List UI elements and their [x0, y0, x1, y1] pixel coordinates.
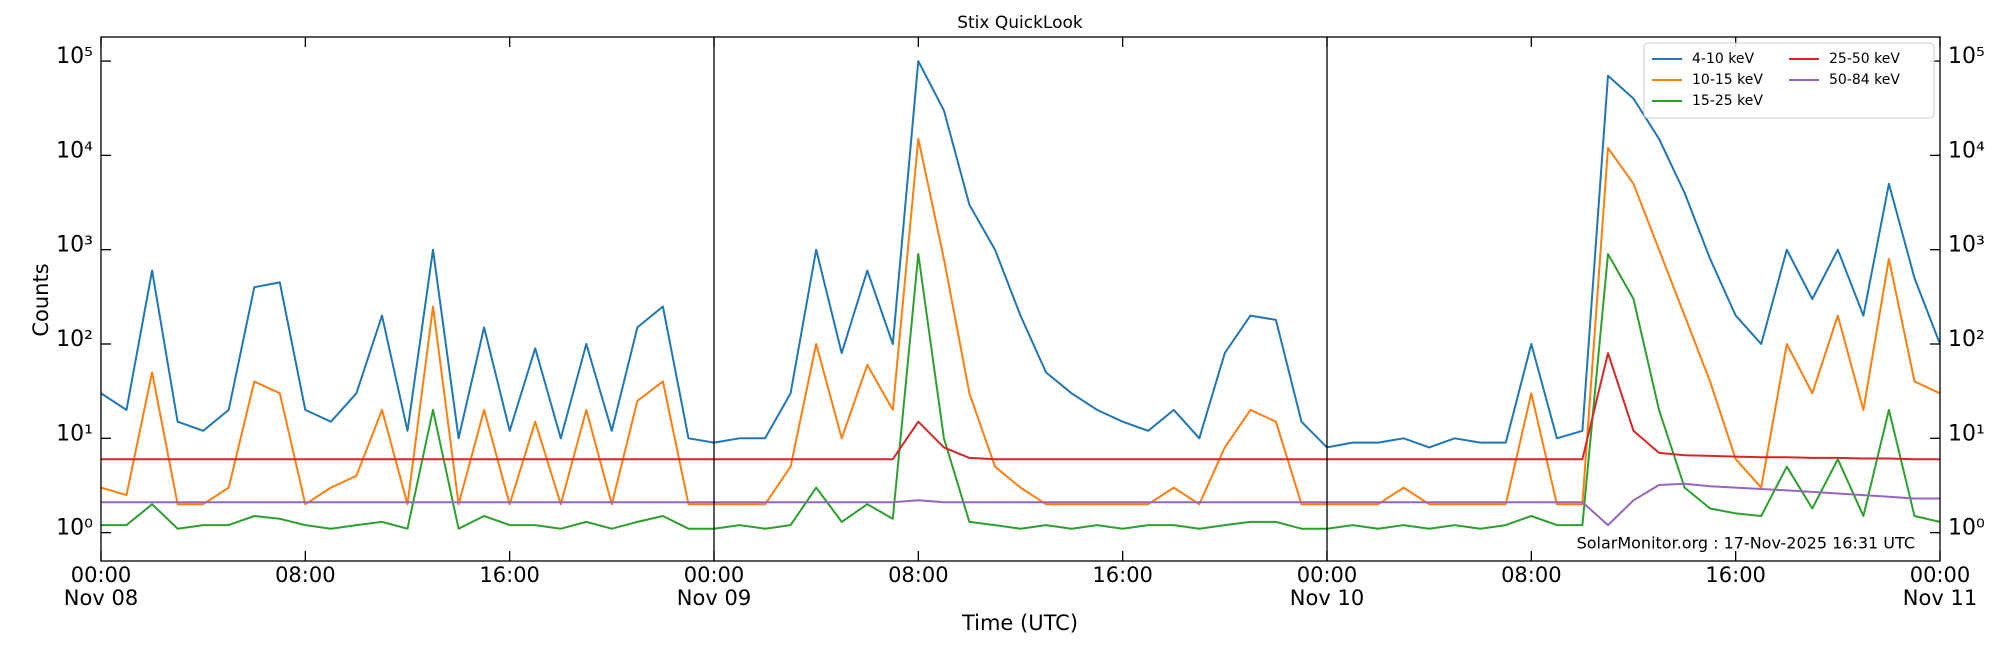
x-tick-label: 00:00: [1297, 563, 1358, 587]
y-axis-label: Counts: [29, 263, 53, 336]
x-tick-date: Nov 08: [64, 586, 138, 610]
x-tick-label: 00:00: [71, 563, 132, 587]
x-tick-label: 08:00: [1501, 563, 1562, 587]
y-tick-label-right: 10⁴: [1948, 138, 1985, 163]
x-tick-date: Nov 09: [677, 586, 751, 610]
y-tick-label: 10⁴: [56, 138, 93, 163]
x-tick-label: 00:00: [1910, 563, 1971, 587]
y-tick-label: 10⁵: [56, 44, 93, 69]
x-tick-label: 00:00: [684, 563, 745, 587]
legend-label: 25-50 keV: [1829, 51, 1900, 67]
y-tick-label-right: 10⁰: [1948, 516, 1985, 541]
x-axis-label: Time (UTC): [961, 611, 1078, 635]
y-tick-label-right: 10⁵: [1948, 44, 1985, 69]
x-tick-date: Nov 10: [1290, 586, 1364, 610]
x-tick-label: 08:00: [888, 563, 949, 587]
y-tick-label-right: 10²: [1948, 327, 1985, 352]
legend-label: 50-84 keV: [1829, 72, 1900, 88]
series-line: [101, 60, 1940, 449]
series-line: [101, 253, 1940, 530]
y-tick-label-right: 10³: [1948, 233, 1985, 258]
y-tick-label: 10²: [56, 327, 93, 352]
legend-label: 4-10 keV: [1692, 51, 1754, 67]
legend-label: 10-15 keV: [1692, 72, 1763, 88]
chart-title: Stix QuickLook: [957, 13, 1083, 33]
series-line: [101, 352, 1940, 461]
x-tick-label: 16:00: [1092, 563, 1153, 587]
series-line: [101, 482, 1940, 527]
y-tick-label: 10¹: [56, 421, 93, 446]
x-tick-label: 16:00: [479, 563, 540, 587]
x-tick-label: 16:00: [1705, 563, 1766, 587]
annotation: SolarMonitor.org : 17-Nov-2025 16:31 UTC: [1577, 534, 1915, 553]
y-tick-label: 10⁰: [56, 516, 93, 541]
y-tick-label: 10³: [56, 233, 93, 258]
series-line: [101, 137, 1940, 506]
x-tick-date: Nov 11: [1903, 586, 1977, 610]
y-tick-label-right: 10¹: [1948, 421, 1985, 446]
plot-frame: [100, 36, 1941, 562]
legend-label: 15-25 keV: [1692, 93, 1763, 109]
x-tick-label: 08:00: [275, 563, 336, 587]
